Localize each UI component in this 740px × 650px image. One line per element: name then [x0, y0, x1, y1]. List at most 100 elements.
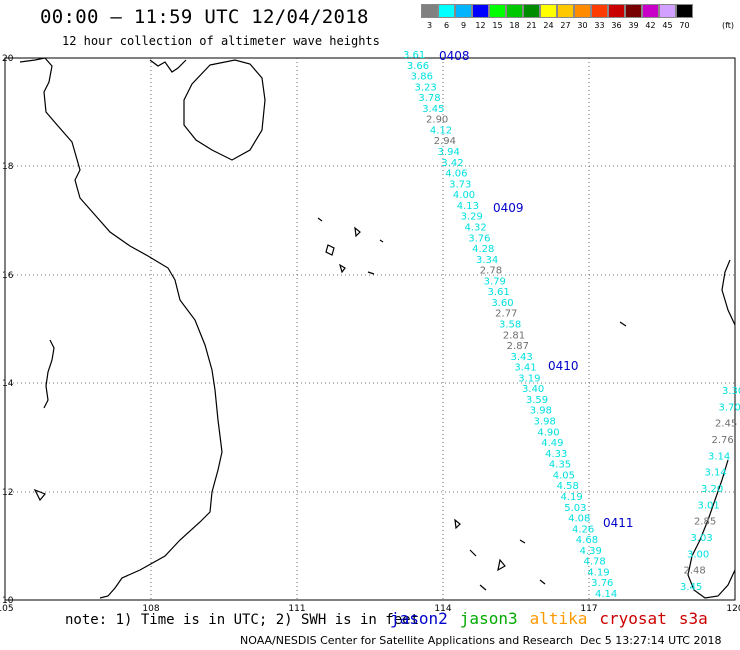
legend-label: 36	[611, 21, 622, 30]
swh-value: 2.48	[684, 566, 706, 577]
pass-time-labels: 0408 0409 0410 0411	[439, 49, 634, 530]
legend-swatch	[523, 4, 540, 18]
legend-label: 45	[662, 21, 673, 30]
paracel-island	[325, 244, 335, 256]
legend-swatch	[506, 4, 523, 18]
paracel-island	[379, 239, 384, 243]
swh-value: 2.87	[507, 341, 529, 352]
swh-value: 3.30	[722, 386, 740, 397]
legend-cell: 9	[455, 4, 472, 30]
legend-label: 30	[577, 21, 588, 30]
altimeter-track-2: 3.30 3.70 2.45 2.76 3.14 3.14 3.20 3.01 2.85 3.03…	[680, 386, 740, 593]
color-legend: 3 6 9 12 15 18 21 24 27 30 33 36 39 42 45 70	[421, 4, 693, 30]
hainan-coastline	[183, 59, 266, 161]
swh-value: 3.14	[708, 451, 730, 462]
legend-cell: 70	[676, 4, 693, 30]
legend-swatch	[438, 4, 455, 18]
swh-value: 5.03	[564, 503, 586, 514]
swh-value: 3.42	[441, 158, 463, 169]
satellite-name: cryosat	[599, 609, 667, 628]
swh-value: 3.45	[422, 104, 444, 115]
swh-value: 4.68	[576, 535, 598, 546]
legend-swatch	[557, 4, 574, 18]
swh-value: 3.20	[701, 484, 723, 495]
swh-value: 4.33	[545, 449, 567, 460]
swh-value: 3.00	[687, 549, 709, 560]
legend-swatch	[489, 4, 506, 18]
swh-value: 3.98	[534, 417, 556, 428]
swh-value: 3.60	[491, 298, 513, 309]
map-subtitle: 12 hour collection of altimeter wave hei…	[62, 34, 380, 48]
swh-value: 3.40	[522, 384, 544, 395]
satellite-name: jason3	[459, 609, 518, 628]
legend-label: 18	[509, 21, 520, 30]
legend-label: 15	[492, 21, 503, 30]
lon-tick-label: 105	[0, 604, 14, 614]
swh-value: 3.41	[514, 363, 536, 374]
vietnam-coastline	[19, 57, 223, 599]
longitude-labels: 105 108 111 114 117 120	[0, 604, 740, 614]
swh-value: 4.19	[560, 492, 582, 503]
swh-value: 3.79	[484, 276, 506, 287]
swh-value: 4.58	[557, 481, 579, 492]
spratly-reef	[519, 539, 526, 544]
coastline	[19, 57, 736, 599]
lon-tick-label: 114	[434, 604, 451, 614]
legend-cell: 24	[540, 4, 557, 30]
swh-value: 4.06	[445, 169, 467, 180]
legend-label: 6	[443, 21, 450, 30]
swh-value: 4.05	[553, 470, 575, 481]
paracel-island	[317, 217, 323, 222]
swh-value: 4.49	[541, 438, 563, 449]
swh-value: 4.19	[587, 567, 609, 578]
swh-value: 3.94	[438, 147, 460, 158]
legend-label: 42	[645, 21, 656, 30]
swh-value: 3.43	[511, 352, 533, 363]
legend-swatch	[455, 4, 472, 18]
legend-swatch	[676, 4, 693, 18]
legend-cell: 27	[557, 4, 574, 30]
swh-value: 3.29	[461, 212, 483, 223]
swh-value: 2.90	[426, 115, 448, 126]
swh-value: 2.78	[480, 266, 502, 277]
swh-value: 3.59	[526, 395, 548, 406]
swh-value: 3.45	[680, 582, 702, 593]
pass-label: 0409	[493, 201, 524, 215]
swh-value: 4.13	[457, 201, 479, 212]
spratly-reef	[539, 579, 546, 585]
legend-cell: 21	[523, 4, 540, 30]
swh-value: 2.45	[715, 419, 737, 430]
legend-label: 33	[594, 21, 605, 30]
legend-cell: 39	[625, 4, 642, 30]
legend-label: 39	[628, 21, 639, 30]
swh-value: 2.76	[712, 435, 734, 446]
lon-tick-label: 111	[288, 604, 305, 614]
swh-value: 3.58	[499, 320, 521, 331]
latitude-labels: 20 18 16 14 12 10	[2, 54, 14, 606]
swh-value: 3.14	[705, 468, 727, 479]
swh-value: 3.73	[449, 179, 471, 190]
pass-label: 0410	[548, 359, 579, 373]
lat-tick-label: 12	[2, 488, 13, 498]
legend-cell: 33	[591, 4, 608, 30]
lat-tick-label: 14	[2, 379, 14, 389]
swh-value: 2.85	[694, 517, 716, 528]
satellite-name: s3a	[678, 609, 708, 628]
swh-value: 3.78	[418, 93, 440, 104]
swh-value: 3.98	[530, 406, 552, 417]
swh-value: 4.26	[572, 524, 594, 535]
map-title: 00:00 – 11:59 UTC 12/04/2018	[40, 6, 369, 28]
swh-value: 3.76	[591, 578, 613, 589]
spratly-reef	[619, 321, 627, 327]
legend-cell: 42	[642, 4, 659, 30]
swh-value: 4.14	[595, 589, 617, 600]
generation-timestamp: Dec 5 13:27:14 UTC 2018	[580, 634, 722, 647]
swh-value: 3.23	[415, 82, 437, 93]
swh-value: 3.76	[468, 233, 490, 244]
lat-tick-label: 20	[2, 54, 14, 64]
legend-swatch	[642, 4, 659, 18]
swh-value: 3.19	[518, 373, 540, 384]
legend-label: 21	[526, 21, 537, 30]
legend-label: 12	[475, 21, 486, 30]
lat-tick-label: 10	[2, 596, 14, 606]
